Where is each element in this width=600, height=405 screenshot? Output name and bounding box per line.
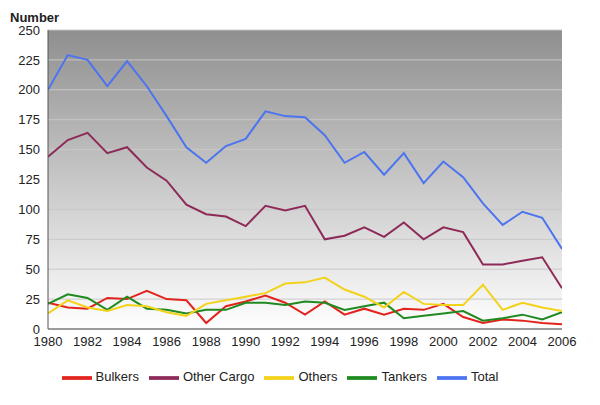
svg-text:150: 150 <box>18 142 40 157</box>
svg-text:250: 250 <box>18 23 40 38</box>
html-text:Bulkers: Bulkers <box>95 369 139 385</box>
svg-text:175: 175 <box>18 112 40 127</box>
svg-text:1996: 1996 <box>350 334 379 349</box>
svg-text:1992: 1992 <box>271 334 300 349</box>
html-text:Others: Others <box>298 369 338 385</box>
svg-text:100: 100 <box>18 202 40 217</box>
svg-text:1980: 1980 <box>33 334 63 350</box>
svg-text:125: 125 <box>18 172 40 187</box>
svg-text:2004: 2004 <box>508 334 537 349</box>
svg-text:2006: 2006 <box>548 334 577 349</box>
svg-text:1988: 1988 <box>192 334 221 349</box>
svg-text:2000: 2000 <box>429 334 458 349</box>
svg-text:50: 50 <box>26 262 40 277</box>
svg-text:1984: 1984 <box>113 334 142 349</box>
html-text:Total: Total <box>471 369 499 385</box>
svg-text:75: 75 <box>26 232 40 247</box>
svg-text:1982: 1982 <box>73 334 102 349</box>
svg-text:1990: 1990 <box>231 334 260 349</box>
html-text:Other Cargo: Other Cargo <box>182 369 255 385</box>
svg-text:2002: 2002 <box>468 334 497 349</box>
svg-text:1994: 1994 <box>310 334 339 349</box>
svg-text:25: 25 <box>26 292 40 307</box>
html-text:Number: Number <box>10 10 60 25</box>
svg-text:225: 225 <box>18 53 40 68</box>
svg-text:1998: 1998 <box>389 334 418 349</box>
svg-text:1986: 1986 <box>152 334 181 349</box>
html-text:Tankers: Tankers <box>381 369 427 385</box>
svg-text:0: 0 <box>33 322 40 337</box>
svg-text:200: 200 <box>18 82 40 97</box>
